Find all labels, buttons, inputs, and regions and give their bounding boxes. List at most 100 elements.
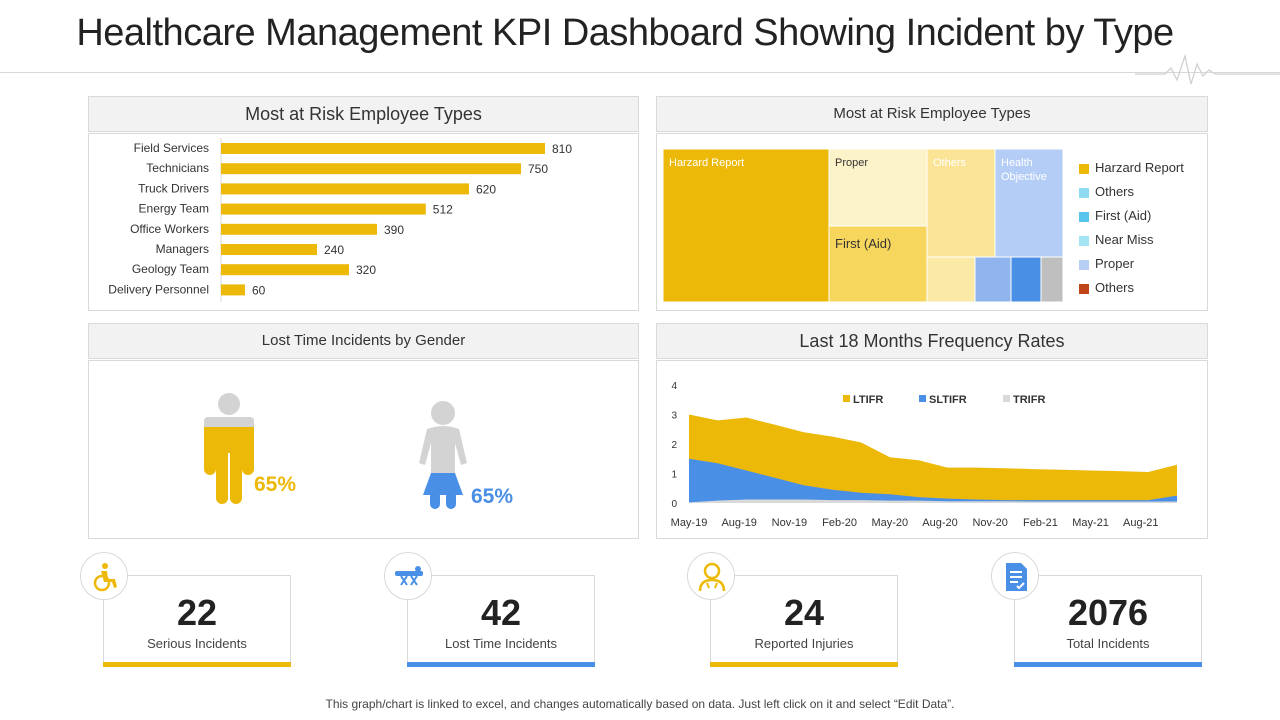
x-tick-label: Aug-19 [721, 517, 756, 529]
legend-label: Others [1095, 280, 1135, 295]
area-legend-swatch [1003, 395, 1010, 402]
y-tick-label: 3 [671, 411, 677, 422]
title-rule [0, 72, 1280, 73]
gender-header: Lost Time Incidents by Gender [88, 323, 639, 359]
legend-swatch [1079, 236, 1089, 246]
y-tick-label: 0 [671, 499, 677, 510]
legend-swatch [1079, 260, 1089, 270]
wheelchair-icon [80, 552, 128, 600]
area-chart-header: Last 18 Months Frequency Rates [656, 323, 1208, 359]
legend-swatch [1079, 164, 1089, 174]
treemap-cell[interactable] [1040, 256, 1064, 303]
area-legend-label: TRIFR [1013, 394, 1045, 406]
heartbeat-line-icon [1135, 53, 1280, 85]
legend-label: First (Aid) [1095, 208, 1152, 223]
gender-panel: 65% 65% [88, 360, 639, 539]
kpi-label: Serious Incidents [147, 636, 247, 651]
bar-value-label: 320 [356, 263, 376, 277]
kpi-accent-bar [103, 662, 291, 667]
gender-chart: 65% 65% [204, 393, 513, 509]
kpi-accent-bar [1014, 662, 1202, 667]
bar[interactable] [221, 264, 349, 276]
treemap-cell-label: Others [933, 157, 967, 169]
bar-category-label: Truck Drivers [138, 181, 209, 195]
legend-swatch [1079, 212, 1089, 222]
x-tick-label: Aug-20 [922, 517, 957, 529]
legend-swatch [1079, 188, 1089, 198]
treemap-cell[interactable] [974, 256, 1012, 303]
bar-category-label: Technicians [146, 161, 209, 175]
kpi-card-serious[interactable]: 22 Serious Incidents [103, 575, 291, 667]
bar[interactable] [221, 163, 521, 175]
area-legend-swatch [919, 395, 926, 402]
kpi-label: Total Incidents [1066, 636, 1150, 651]
stretcher-icon [384, 552, 432, 600]
treemap-cell[interactable] [828, 225, 928, 303]
bar-value-label: 240 [324, 243, 344, 257]
bar[interactable] [221, 143, 545, 154]
bar[interactable] [221, 223, 377, 235]
treemap-panel: Harzard Report Proper Others Health Objectiv… [656, 133, 1208, 311]
treemap-cell-label: Proper [835, 157, 868, 169]
kpi-value: 2076 [1067, 592, 1149, 633]
footer-note: This graph/chart is linked to excel, and… [325, 697, 955, 711]
x-tick-label: May-20 [871, 517, 908, 529]
kpi-accent-bar [710, 662, 898, 667]
treemap-cell[interactable] [926, 148, 996, 258]
bar-chart-panel: Field Services 810 Technicians 750 Truck Dri… [88, 133, 639, 311]
bar-value-label: 60 [252, 283, 266, 297]
bar[interactable] [221, 244, 317, 255]
bar-value-label: 512 [433, 203, 453, 217]
area-legend-label: SLTIFR [929, 394, 967, 406]
treemap-cell[interactable] [662, 148, 830, 303]
male-percent: 65% [254, 473, 296, 496]
treemap-cell[interactable] [926, 256, 976, 303]
bar[interactable] [221, 203, 426, 215]
bar-value-label: 810 [552, 142, 572, 156]
x-tick-label: Feb-20 [822, 517, 857, 529]
area-legend-label: LTIFR [853, 394, 883, 406]
x-tick-label: Nov-20 [972, 517, 1007, 529]
treemap-chart[interactable]: Harzard Report Proper Others Health Objectiv… [657, 134, 1077, 310]
x-tick-label: May-19 [671, 517, 708, 529]
legend-swatch [1079, 284, 1089, 294]
area-chart[interactable]: 0 1 2 3 4 May-19 Aug-19 Nov-19 Feb-20 May-20 Aug-2… [657, 361, 1207, 538]
bar-category-label: Energy Team [139, 202, 209, 216]
document-icon [991, 552, 1039, 600]
male-figure-icon [204, 393, 254, 504]
bar[interactable] [221, 284, 245, 296]
kpi-label: Lost Time Incidents [445, 636, 557, 651]
treemap-cell[interactable] [1010, 256, 1042, 303]
kpi-value: 22 [176, 592, 218, 633]
female-figure-icon [419, 401, 467, 509]
female-percent: 65% [471, 485, 513, 508]
treemap-header: Most at Risk Employee Types [656, 96, 1208, 132]
doctor-icon [687, 552, 735, 600]
bar-category-label: Managers [156, 242, 209, 256]
bar[interactable] [221, 183, 469, 195]
treemap-cell-label: First (Aid) [835, 236, 891, 251]
x-tick-label: Nov-19 [772, 517, 807, 529]
page-title: Healthcare Management KPI Dashboard Show… [76, 12, 1174, 54]
bar-value-label: 750 [528, 162, 548, 176]
legend-label: Proper [1095, 256, 1135, 271]
y-tick-label: 4 [671, 381, 677, 392]
x-tick-label: Feb-21 [1023, 517, 1058, 529]
bar-chart[interactable]: Field Services 810 Technicians 750 Truck Dri… [89, 134, 638, 310]
kpi-card-injuries[interactable]: 24 Reported Injuries [710, 575, 898, 667]
bar-value-label: 620 [476, 182, 496, 196]
area-series-trifr[interactable] [689, 499, 1177, 504]
area-series-ltifr[interactable] [689, 414, 1177, 504]
kpi-card-lost-time[interactable]: 42 Lost Time Incidents [407, 575, 595, 667]
x-tick-label: May-21 [1072, 517, 1109, 529]
kpi-value: 42 [480, 592, 522, 633]
kpi-label: Reported Injuries [754, 636, 854, 651]
y-tick-label: 1 [671, 470, 677, 481]
kpi-accent-bar [407, 662, 595, 667]
legend-label: Near Miss [1095, 232, 1154, 247]
treemap-cell-label: Health Objective [1001, 157, 1047, 183]
kpi-card-total[interactable]: 2076 Total Incidents [1014, 575, 1202, 667]
bar-category-label: Office Workers [130, 222, 209, 236]
area-series-sltifr[interactable] [689, 458, 1177, 503]
x-tick-label: Aug-21 [1123, 517, 1158, 529]
